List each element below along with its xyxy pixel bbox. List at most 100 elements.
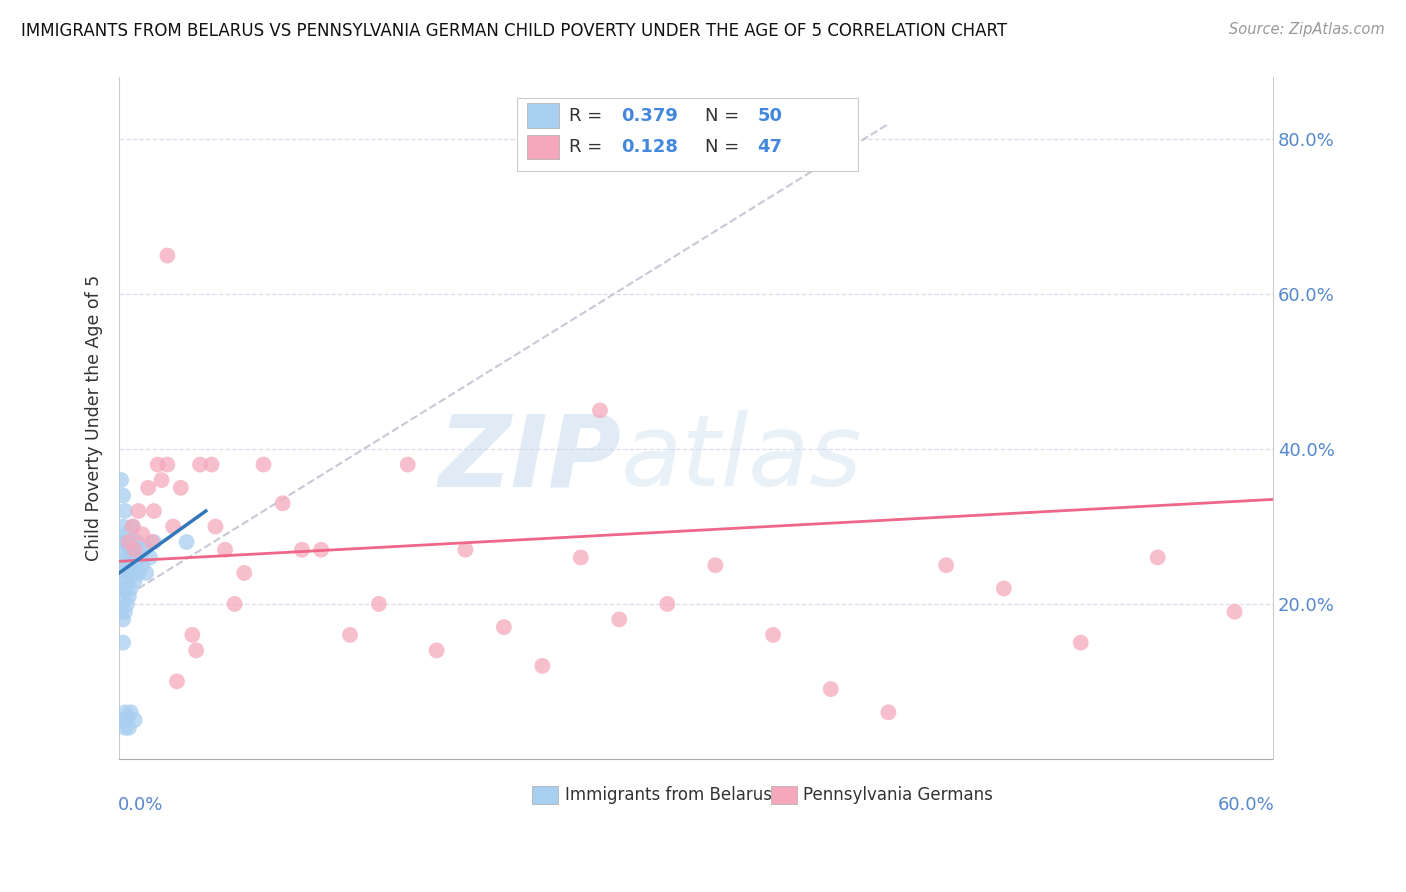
- Text: N =: N =: [706, 138, 745, 156]
- Point: [181, 628, 204, 642]
- Point: [204, 519, 226, 533]
- Point: [125, 535, 148, 549]
- Point: [121, 519, 143, 533]
- Point: [454, 542, 477, 557]
- Point: [115, 527, 138, 541]
- Text: 60.0%: 60.0%: [1218, 797, 1274, 814]
- Point: [112, 589, 135, 603]
- Text: R =: R =: [569, 138, 609, 156]
- Point: [120, 582, 142, 596]
- Point: [121, 566, 143, 580]
- Point: [531, 658, 554, 673]
- Point: [115, 713, 138, 727]
- Point: [115, 597, 138, 611]
- Point: [188, 458, 211, 472]
- Point: [935, 558, 957, 573]
- Point: [141, 535, 163, 549]
- Point: [112, 489, 135, 503]
- Point: [110, 473, 132, 487]
- Point: [120, 558, 142, 573]
- Point: [134, 542, 156, 557]
- Point: [120, 706, 142, 720]
- FancyBboxPatch shape: [533, 786, 558, 804]
- Point: [128, 504, 150, 518]
- Point: [120, 535, 142, 549]
- Point: [162, 519, 184, 533]
- Point: [492, 620, 515, 634]
- FancyBboxPatch shape: [517, 98, 858, 171]
- Point: [224, 597, 246, 611]
- FancyBboxPatch shape: [526, 103, 558, 128]
- Point: [114, 535, 136, 549]
- Point: [112, 566, 135, 580]
- Point: [214, 542, 236, 557]
- Point: [704, 558, 727, 573]
- Point: [114, 582, 136, 596]
- Point: [114, 605, 136, 619]
- Text: 50: 50: [758, 107, 782, 125]
- Point: [121, 519, 143, 533]
- Point: [396, 458, 419, 472]
- Point: [762, 628, 785, 642]
- Text: Source: ZipAtlas.com: Source: ZipAtlas.com: [1229, 22, 1385, 37]
- Point: [252, 458, 274, 472]
- Point: [118, 535, 141, 549]
- Point: [993, 582, 1015, 596]
- Point: [271, 496, 294, 510]
- Text: R =: R =: [569, 107, 609, 125]
- Text: 0.128: 0.128: [621, 138, 678, 156]
- Point: [1146, 550, 1168, 565]
- Point: [156, 248, 179, 262]
- Text: Immigrants from Belarus: Immigrants from Belarus: [565, 786, 772, 804]
- Point: [146, 458, 169, 472]
- Point: [156, 458, 179, 472]
- Point: [114, 558, 136, 573]
- Point: [118, 721, 141, 735]
- FancyBboxPatch shape: [526, 135, 558, 159]
- Point: [166, 674, 188, 689]
- Point: [877, 706, 900, 720]
- Point: [110, 535, 132, 549]
- Point: [339, 628, 361, 642]
- Point: [367, 597, 389, 611]
- Text: Pennsylvania Germans: Pennsylvania Germans: [803, 786, 993, 804]
- Point: [124, 574, 146, 588]
- Point: [131, 558, 153, 573]
- Point: [1223, 605, 1246, 619]
- Point: [607, 612, 630, 626]
- Point: [589, 403, 612, 417]
- Point: [657, 597, 679, 611]
- Text: N =: N =: [706, 107, 745, 125]
- Point: [569, 550, 592, 565]
- Point: [115, 574, 138, 588]
- Point: [114, 504, 136, 518]
- Text: 0.0%: 0.0%: [118, 797, 163, 814]
- Text: ZIP: ZIP: [439, 410, 621, 508]
- Point: [200, 458, 222, 472]
- Point: [131, 527, 153, 541]
- Text: 0.379: 0.379: [621, 107, 678, 125]
- Point: [112, 519, 135, 533]
- Point: [128, 566, 150, 580]
- Point: [142, 535, 165, 549]
- Point: [125, 558, 148, 573]
- Point: [233, 566, 256, 580]
- Text: atlas: atlas: [621, 410, 863, 508]
- Point: [110, 558, 132, 573]
- Point: [1070, 635, 1092, 649]
- Point: [118, 589, 141, 603]
- Text: IMMIGRANTS FROM BELARUS VS PENNSYLVANIA GERMAN CHILD POVERTY UNDER THE AGE OF 5 : IMMIGRANTS FROM BELARUS VS PENNSYLVANIA …: [21, 22, 1007, 40]
- Point: [110, 605, 132, 619]
- Point: [124, 542, 146, 557]
- Point: [118, 542, 141, 557]
- Point: [309, 542, 332, 557]
- Point: [135, 566, 157, 580]
- Point: [112, 612, 135, 626]
- Point: [121, 542, 143, 557]
- Point: [150, 473, 173, 487]
- Point: [142, 504, 165, 518]
- Point: [112, 713, 135, 727]
- Point: [112, 635, 135, 649]
- Point: [820, 682, 842, 697]
- FancyBboxPatch shape: [770, 786, 797, 804]
